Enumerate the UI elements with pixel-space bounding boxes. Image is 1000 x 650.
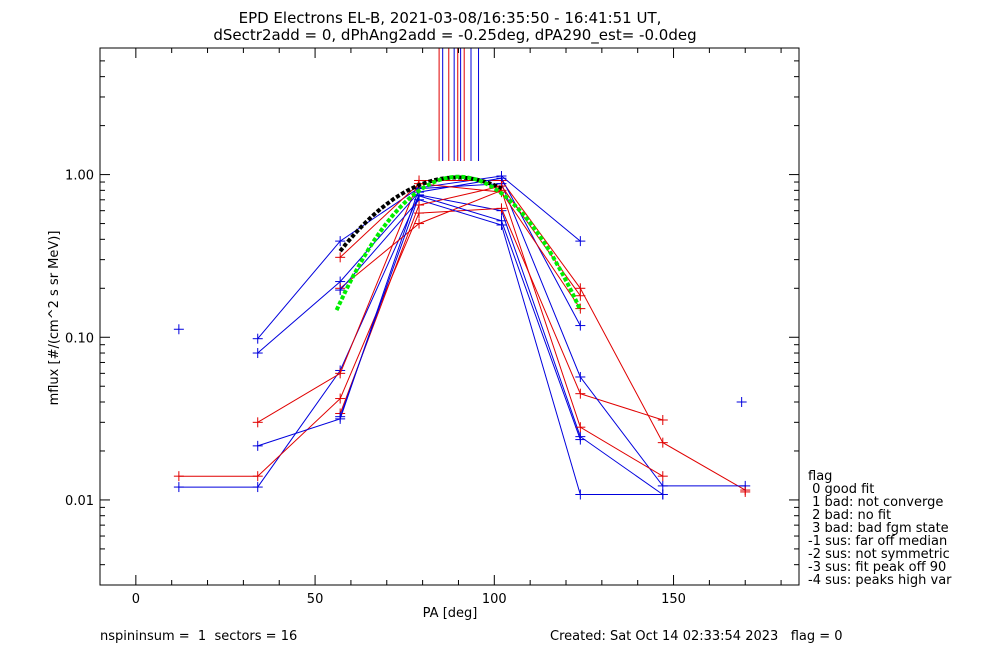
series-line	[339, 199, 663, 495]
data-point	[575, 371, 586, 382]
y-tick-label: 1.00	[65, 169, 94, 184]
data-point	[173, 482, 184, 493]
data-point	[575, 303, 586, 314]
data-point	[252, 417, 263, 428]
data-point	[496, 181, 507, 192]
x-tick-label: 0	[132, 592, 140, 607]
data-point	[575, 434, 586, 445]
legend-line: 1 bad: not converge	[808, 495, 943, 510]
data-point	[335, 411, 346, 422]
data-point	[335, 393, 346, 404]
fit-curve-black	[338, 175, 503, 253]
data-point	[575, 236, 586, 247]
legend-line: flag	[808, 469, 832, 484]
data-point	[736, 396, 747, 407]
y-axis-label: mflux [#/(cm^2 s sr MeV)]	[47, 231, 62, 406]
data-point	[414, 218, 425, 229]
flag-legend: flag 0 good fit 1 bad: not converge 2 ba…	[808, 469, 952, 588]
data-point	[575, 320, 586, 331]
footer-left: nspininsum = 1 sectors = 16	[100, 629, 297, 644]
data-point	[657, 489, 668, 500]
x-tick-label: 100	[482, 592, 507, 607]
data-point	[335, 236, 346, 247]
y-tick-label: 0.10	[65, 331, 94, 346]
legend-line: -4 sus: peaks high var	[808, 573, 952, 588]
data-point	[575, 489, 586, 500]
series-line	[339, 195, 581, 440]
data-layer	[173, 48, 751, 500]
series-line	[178, 194, 664, 495]
data-point	[173, 324, 184, 335]
legend-line: -3 sus: fit peak off 90	[808, 560, 946, 575]
data-point	[252, 471, 263, 482]
data-point	[335, 368, 346, 379]
plot-frame	[99, 47, 800, 586]
footer-right: Created: Sat Oct 14 02:33:54 2023 flag =…	[550, 629, 843, 644]
data-point	[496, 203, 507, 214]
data-point	[657, 480, 668, 491]
data-point	[496, 215, 507, 226]
data-point	[335, 285, 346, 296]
data-point	[740, 486, 751, 497]
legend-line: 3 bad: bad fgm state	[808, 521, 949, 536]
legend-line: -2 sus: not symmetric	[808, 547, 950, 562]
series-line	[178, 207, 663, 477]
data-point	[657, 471, 668, 482]
data-point	[575, 388, 586, 399]
x-axis-label: PA [deg]	[423, 606, 478, 621]
legend-line: -1 sus: far off median	[808, 534, 947, 549]
data-point	[173, 471, 184, 482]
fit-curve-green	[334, 174, 583, 311]
chart-title-line2: dSectr2add = 0, dPhAng2add = -0.25deg, d…	[213, 26, 696, 45]
data-point	[252, 348, 263, 359]
data-point	[657, 415, 668, 426]
legend-line: 2 bad: no fit	[808, 508, 891, 523]
data-point	[252, 333, 263, 344]
data-point	[252, 482, 263, 493]
y-tick-label: 0.01	[65, 494, 94, 509]
x-tick-label: 150	[661, 592, 686, 607]
data-point	[657, 437, 668, 448]
x-tick-label: 50	[307, 592, 324, 607]
data-point	[575, 290, 586, 301]
data-point	[335, 252, 346, 263]
chart-title-line1: EPD Electrons EL-B, 2021-03-08/16:35:50 …	[239, 9, 662, 27]
data-point	[252, 440, 263, 451]
data-point	[575, 422, 586, 433]
series-line	[339, 189, 664, 477]
series-line	[339, 185, 581, 414]
series-line	[339, 183, 581, 309]
legend-line: 0 good fit	[808, 482, 874, 497]
axes-layer: 0 50 100 150 0.01 0.10 1.00	[65, 47, 799, 607]
